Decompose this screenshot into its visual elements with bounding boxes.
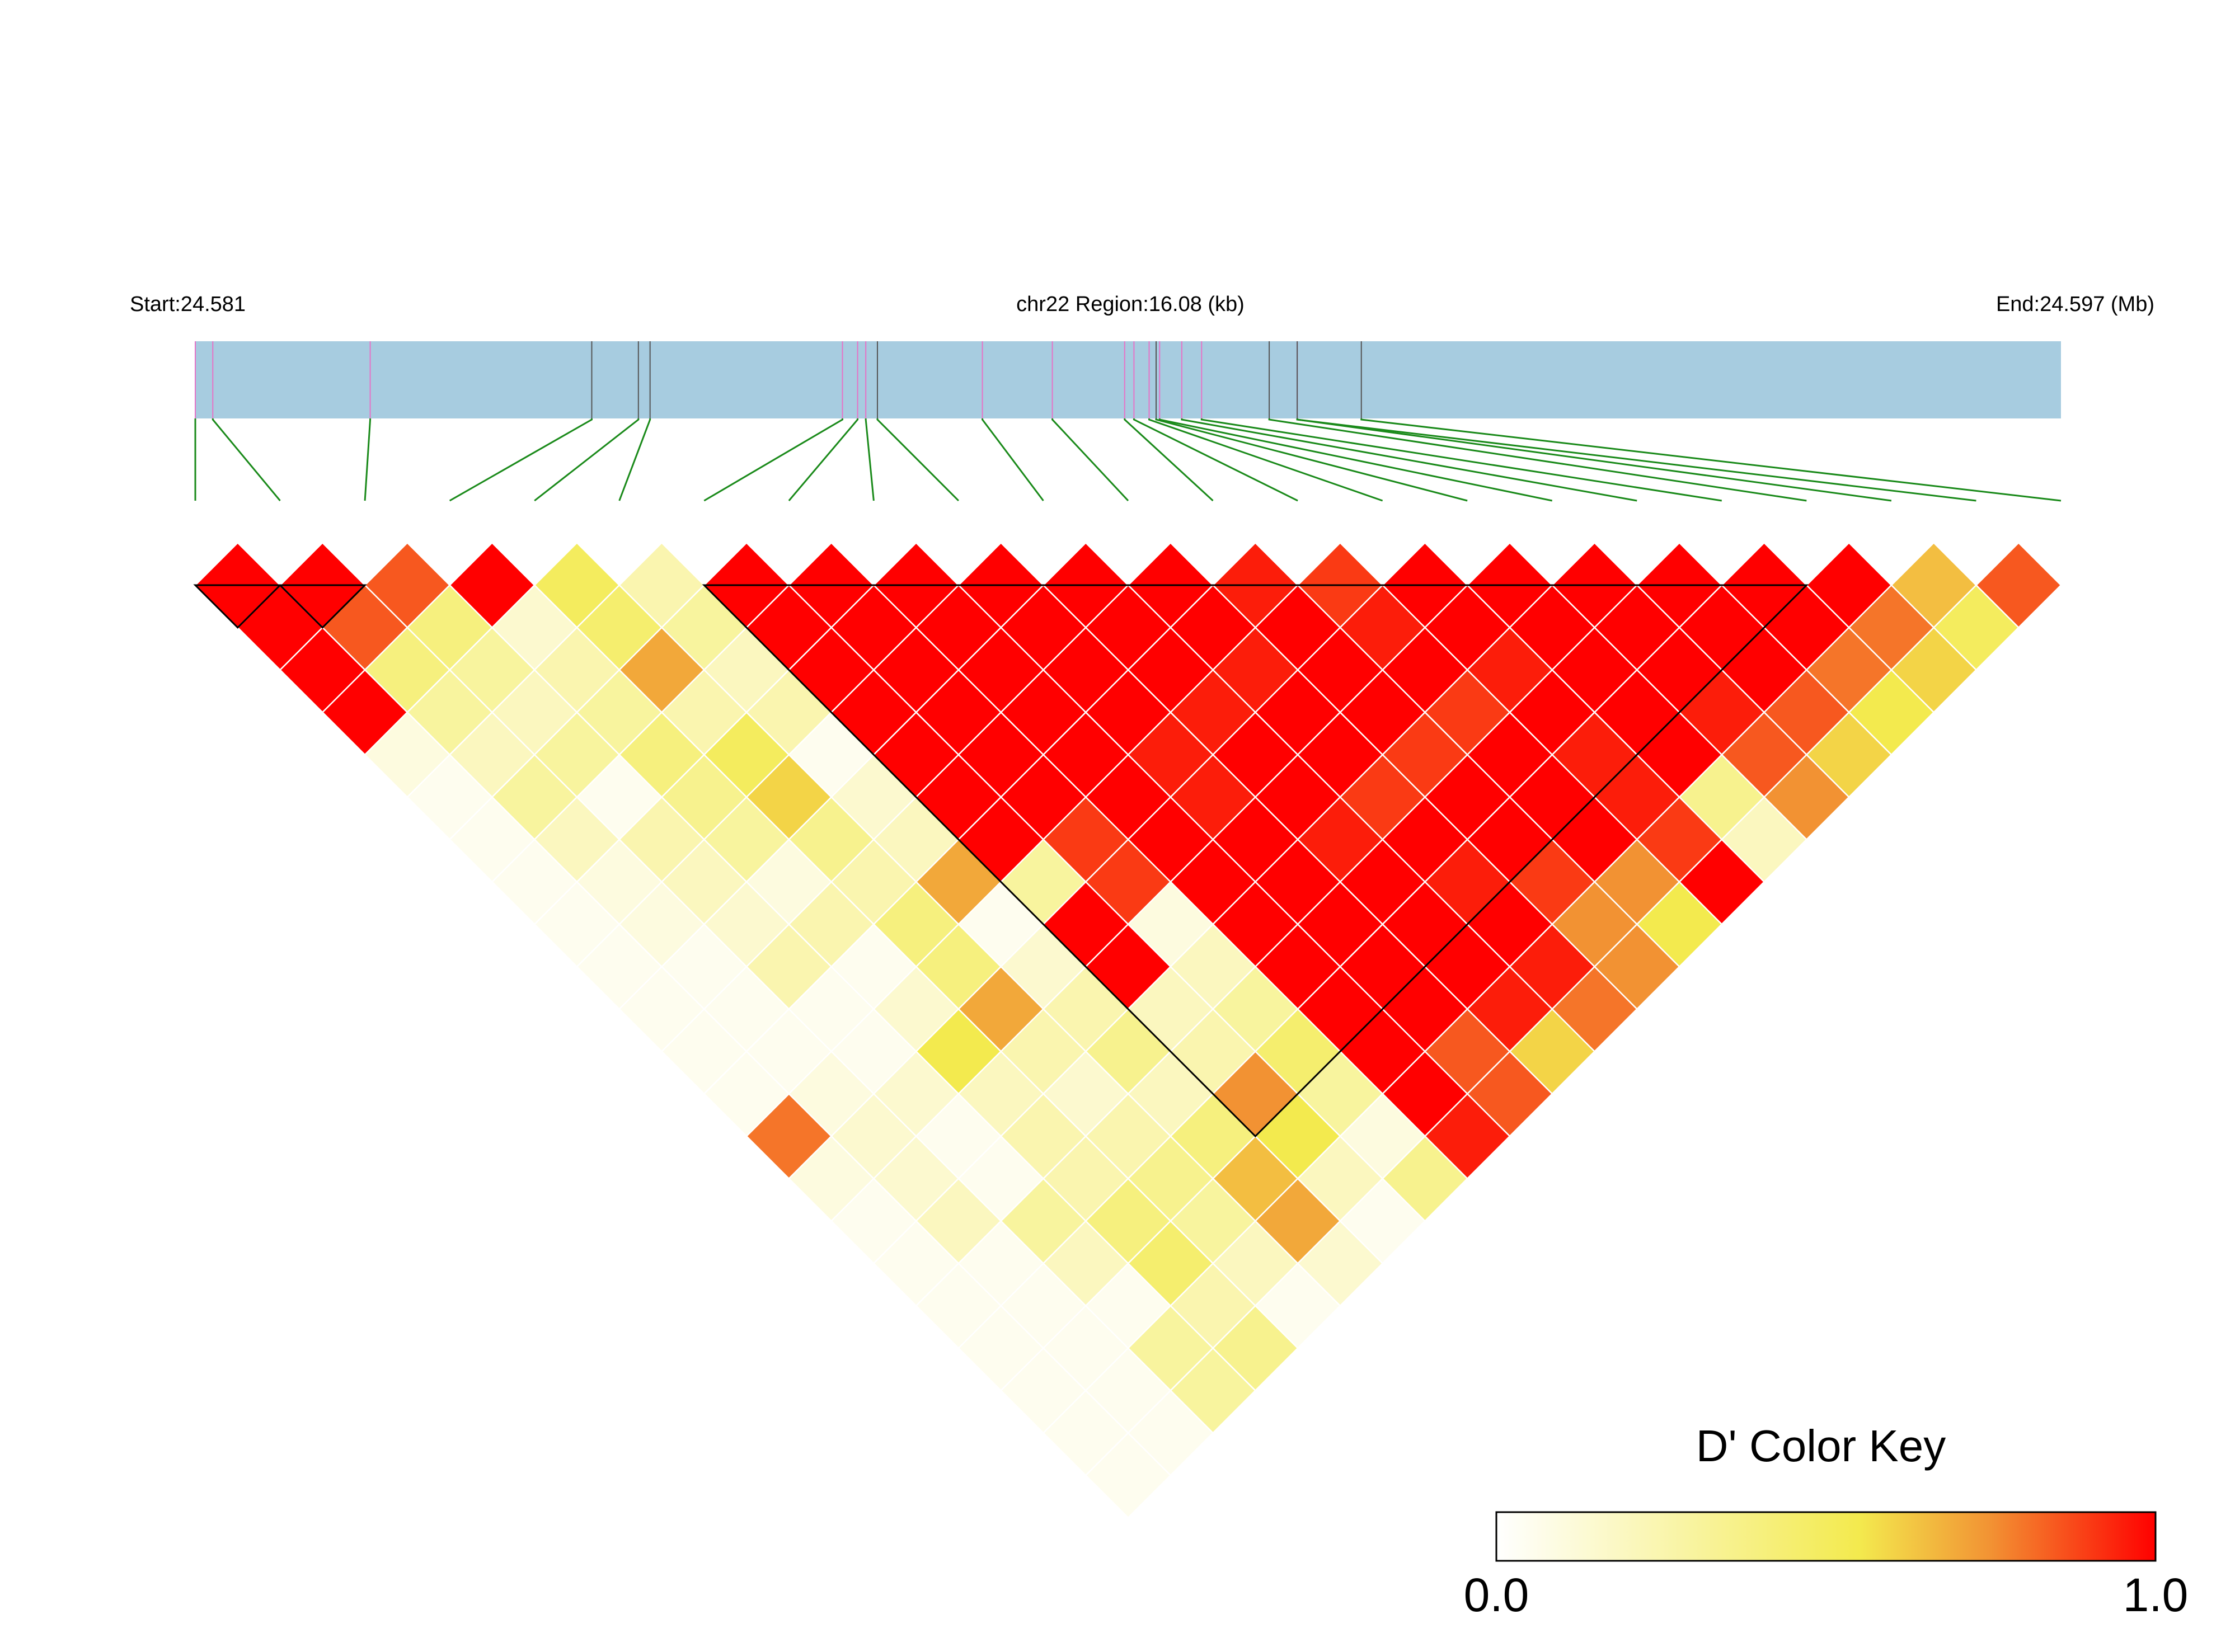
snp-connector xyxy=(1133,418,1298,502)
ld-block-outline xyxy=(702,584,1809,1138)
ld-block-outline xyxy=(193,584,283,629)
snp-connector xyxy=(876,418,959,502)
ld-block-outline xyxy=(278,584,367,629)
region-bar xyxy=(195,341,2061,418)
snp-connector xyxy=(618,418,651,501)
snp-connector xyxy=(1158,418,1553,502)
snp-connector xyxy=(865,418,875,501)
ld-cells xyxy=(194,542,2062,1519)
color-key: D' Color Key 0.0 1.0 xyxy=(1464,1421,2189,1621)
snp-connector xyxy=(1051,418,1129,502)
snp-connector xyxy=(534,418,640,502)
snp-connector xyxy=(1148,418,1383,502)
ld-block-outlines xyxy=(193,584,1809,1138)
color-key-min-label: 0.0 xyxy=(1464,1569,1529,1621)
snp-connector xyxy=(982,418,1044,501)
snp-marker-lines xyxy=(195,341,1362,418)
snp-connector xyxy=(1181,418,1637,502)
snp-connector xyxy=(212,418,281,501)
snp-connector xyxy=(1155,418,1468,502)
snp-connector xyxy=(1200,418,1722,502)
color-key-max-label: 1.0 xyxy=(2123,1569,2189,1621)
snp-connector xyxy=(364,418,372,501)
region-start-label: Start:24.581 xyxy=(130,293,246,316)
snp-connector-lines xyxy=(194,418,2062,502)
region-size-label: chr22 Region:16.08 (kb) xyxy=(1016,293,1245,316)
snp-connector xyxy=(1268,418,1807,502)
color-key-gradient xyxy=(1495,1511,2157,1562)
snp-connector xyxy=(788,418,859,501)
snp-connector xyxy=(703,418,843,502)
color-key-title: D' Color Key xyxy=(1696,1421,1946,1471)
snp-connector xyxy=(449,418,593,502)
region-end-label: End:24.597 (Mb) xyxy=(1996,293,2154,316)
snp-connector xyxy=(1360,418,2062,502)
snp-connector xyxy=(1296,418,1976,502)
snp-connector xyxy=(1124,418,1214,502)
ld-cell xyxy=(1084,1432,1172,1519)
